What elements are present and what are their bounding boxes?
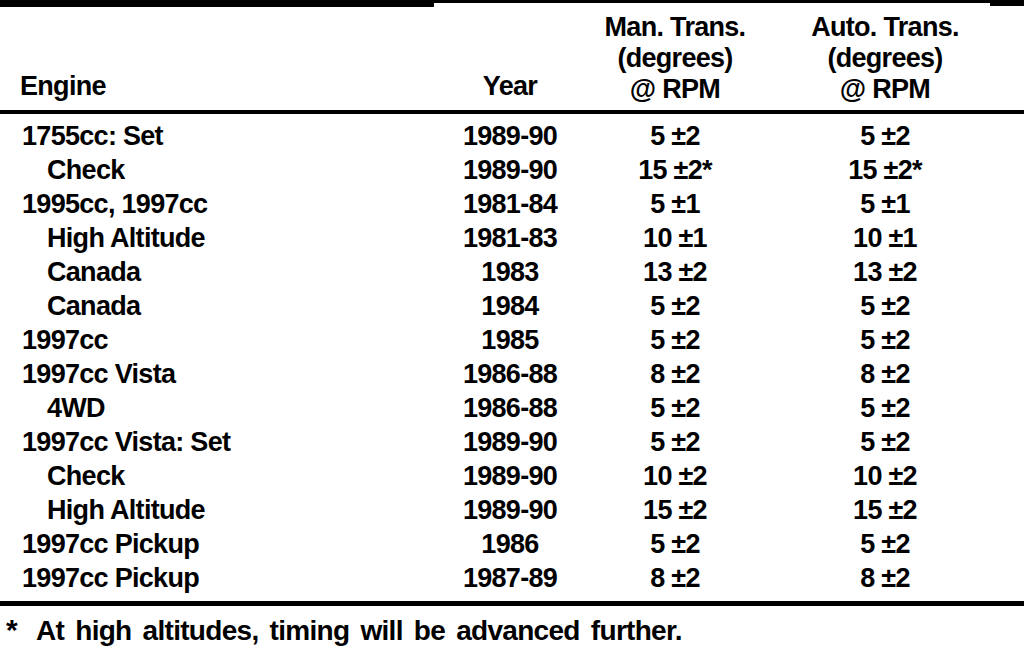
auto-trans-cell: 5 ±2 — [770, 289, 1000, 323]
auto-trans-cell: 15 ±2* — [770, 153, 1000, 187]
auto-trans-cell: 5 ±2 — [770, 119, 1000, 153]
footnote-asterisk: * — [6, 615, 36, 645]
year-cell: 1989-90 — [440, 119, 580, 153]
man-trans-cell: 15 ±2* — [580, 153, 770, 187]
table-header-row: Engine Year Man. Trans. (degrees) @ RPM … — [0, 7, 1024, 110]
table-row: 1755cc: Set1989-905 ±25 ±2 — [0, 119, 1024, 153]
engine-cell: High Altitude — [0, 221, 440, 255]
engine-cell: Canada — [0, 289, 440, 323]
man-trans-cell: 5 ±1 — [580, 187, 770, 221]
year-cell: 1981-84 — [440, 187, 580, 221]
footnote: * At high altitudes, timing will be adva… — [0, 615, 1024, 647]
engine-cell: 1997cc Pickup — [0, 527, 440, 561]
ignition-timing-spec-table: Engine Year Man. Trans. (degrees) @ RPM … — [0, 0, 1024, 650]
table-row: 1997cc Pickup19865 ±25 ±2 — [0, 527, 1024, 561]
man-trans-cell: 10 ±1 — [580, 221, 770, 255]
table-row: Check1989-9010 ±210 ±2 — [0, 459, 1024, 493]
man-trans-cell: 10 ±2 — [580, 459, 770, 493]
man-trans-cell: 5 ±2 — [580, 391, 770, 425]
engine-cell: 1755cc: Set — [0, 119, 440, 153]
year-cell: 1989-90 — [440, 459, 580, 493]
table-top-border — [0, 0, 1024, 7]
top-border-thick-segment — [0, 0, 434, 7]
year-cell: 1986-88 — [440, 391, 580, 425]
man-trans-header-line1: Man. Trans. — [580, 12, 770, 43]
footer-divider-rule — [0, 601, 1024, 606]
table-row: 1997cc Vista: Set1989-905 ±25 ±2 — [0, 425, 1024, 459]
table-row: 4WD1986-885 ±25 ±2 — [0, 391, 1024, 425]
table-row: 1997cc Pickup1987-898 ±28 ±2 — [0, 561, 1024, 595]
table-row: High Altitude1989-9015 ±215 ±2 — [0, 493, 1024, 527]
auto-trans-header-line1: Auto. Trans. — [770, 12, 1000, 43]
man-trans-cell: 5 ±2 — [580, 119, 770, 153]
auto-trans-cell: 5 ±2 — [770, 527, 1000, 561]
table-body: 1755cc: Set1989-905 ±25 ±2Check1989-9015… — [0, 114, 1024, 595]
footnote-text: At high altitudes, timing will be advanc… — [36, 615, 682, 647]
auto-trans-header-line2: (degrees) — [770, 43, 1000, 74]
auto-trans-cell: 13 ±2 — [770, 255, 1000, 289]
man-trans-cell: 5 ±2 — [580, 323, 770, 357]
year-cell: 1989-90 — [440, 493, 580, 527]
top-border-thin-segment — [434, 0, 990, 3]
man-trans-cell: 8 ±2 — [580, 561, 770, 595]
man-trans-header-line2: (degrees) — [580, 43, 770, 74]
year-cell: 1983 — [440, 255, 580, 289]
auto-trans-cell: 5 ±2 — [770, 323, 1000, 357]
engine-cell: 1997cc — [0, 323, 440, 357]
engine-cell: 1995cc, 1997cc — [0, 187, 440, 221]
engine-cell: Check — [0, 459, 440, 493]
man-trans-cell: 5 ±2 — [580, 527, 770, 561]
man-trans-cell: 15 ±2 — [580, 493, 770, 527]
engine-cell: 1997cc Vista: Set — [0, 425, 440, 459]
top-border-end-segment — [990, 0, 1024, 6]
engine-cell: 1997cc Vista — [0, 357, 440, 391]
column-header-man-trans: Man. Trans. (degrees) @ RPM — [580, 12, 770, 110]
table-row: Canada19845 ±25 ±2 — [0, 289, 1024, 323]
engine-cell: Canada — [0, 255, 440, 289]
year-cell: 1989-90 — [440, 153, 580, 187]
engine-cell: Check — [0, 153, 440, 187]
auto-trans-cell: 10 ±1 — [770, 221, 1000, 255]
auto-trans-cell: 15 ±2 — [770, 493, 1000, 527]
year-cell: 1984 — [440, 289, 580, 323]
year-cell: 1985 — [440, 323, 580, 357]
year-cell: 1987-89 — [440, 561, 580, 595]
man-trans-cell: 8 ±2 — [580, 357, 770, 391]
year-cell: 1986 — [440, 527, 580, 561]
table-row: 1995cc, 1997cc1981-845 ±15 ±1 — [0, 187, 1024, 221]
engine-cell: 4WD — [0, 391, 440, 425]
auto-trans-cell: 5 ±1 — [770, 187, 1000, 221]
auto-trans-cell: 5 ±2 — [770, 425, 1000, 459]
table-row: 1997cc19855 ±25 ±2 — [0, 323, 1024, 357]
year-cell: 1986-88 — [440, 357, 580, 391]
year-cell: 1989-90 — [440, 425, 580, 459]
man-trans-cell: 5 ±2 — [580, 289, 770, 323]
auto-trans-cell: 5 ±2 — [770, 391, 1000, 425]
engine-cell: High Altitude — [0, 493, 440, 527]
auto-trans-cell: 8 ±2 — [770, 357, 1000, 391]
auto-trans-header-line3: @ RPM — [770, 74, 1000, 105]
column-header-engine: Engine — [0, 71, 440, 110]
man-trans-cell: 5 ±2 — [580, 425, 770, 459]
table-row: High Altitude1981-8310 ±110 ±1 — [0, 221, 1024, 255]
table-row: 1997cc Vista1986-888 ±28 ±2 — [0, 357, 1024, 391]
auto-trans-cell: 8 ±2 — [770, 561, 1000, 595]
year-cell: 1981-83 — [440, 221, 580, 255]
auto-trans-cell: 10 ±2 — [770, 459, 1000, 493]
man-trans-cell: 13 ±2 — [580, 255, 770, 289]
column-header-year: Year — [440, 71, 580, 110]
table-row: Canada198313 ±213 ±2 — [0, 255, 1024, 289]
column-header-auto-trans: Auto. Trans. (degrees) @ RPM — [770, 12, 1000, 110]
man-trans-header-line3: @ RPM — [580, 74, 770, 105]
table-row: Check1989-9015 ±2*15 ±2* — [0, 153, 1024, 187]
engine-cell: 1997cc Pickup — [0, 561, 440, 595]
